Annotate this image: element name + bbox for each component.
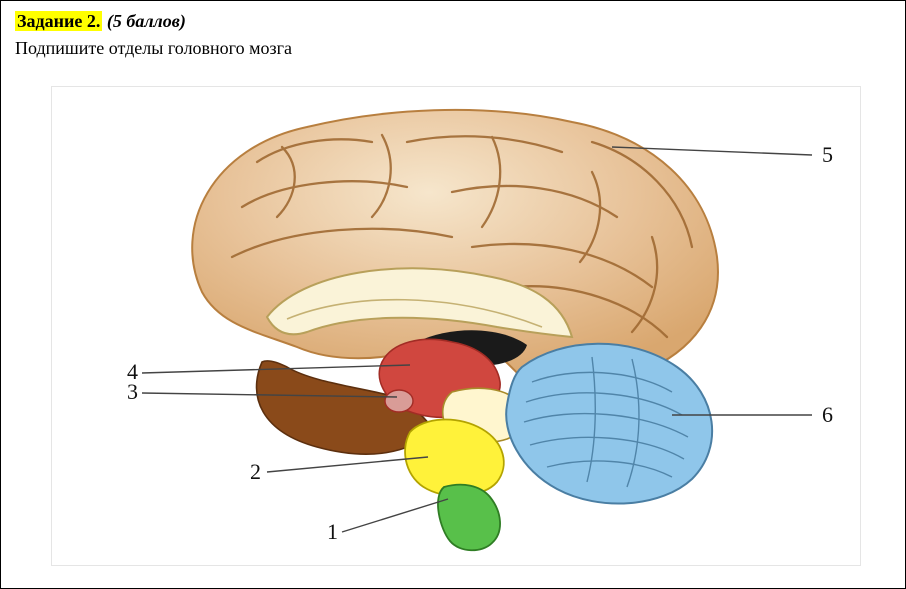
cerebellum [506,344,712,504]
task-label: Задание 2. [15,11,102,31]
brain-svg: 123456 [52,87,862,567]
brain-figure-frame: 123456 [51,86,861,566]
task-points: (5 баллов) [107,11,186,31]
label-number-4: 4 [127,359,138,384]
hypothalamus [385,390,413,412]
leader-1 [342,499,448,532]
task-header: Задание 2. (5 баллов) [15,9,891,34]
worksheet-page: Задание 2. (5 баллов) Подпишите отделы г… [0,0,906,589]
label-number-1: 1 [327,519,338,544]
label-number-5: 5 [822,142,833,167]
brain-diagram: 123456 [52,87,860,565]
label-number-6: 6 [822,402,833,427]
task-instruction: Подпишите отделы головного мозга [15,36,891,61]
medulla-oblongata [438,485,500,551]
label-number-2: 2 [250,459,261,484]
leader-2 [267,457,428,472]
